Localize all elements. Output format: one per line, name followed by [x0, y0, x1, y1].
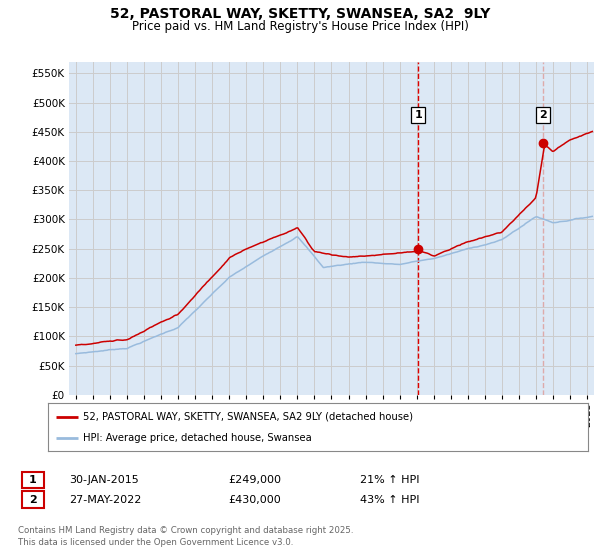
Text: 2: 2 — [539, 110, 547, 120]
Text: 30-JAN-2015: 30-JAN-2015 — [69, 475, 139, 485]
Text: 1: 1 — [29, 475, 37, 485]
Text: HPI: Average price, detached house, Swansea: HPI: Average price, detached house, Swan… — [83, 433, 312, 444]
Text: 52, PASTORAL WAY, SKETTY, SWANSEA, SA2  9LY: 52, PASTORAL WAY, SKETTY, SWANSEA, SA2 9… — [110, 7, 490, 21]
Text: 43% ↑ HPI: 43% ↑ HPI — [360, 494, 419, 505]
Text: Contains HM Land Registry data © Crown copyright and database right 2025.: Contains HM Land Registry data © Crown c… — [18, 526, 353, 535]
Text: 52, PASTORAL WAY, SKETTY, SWANSEA, SA2 9LY (detached house): 52, PASTORAL WAY, SKETTY, SWANSEA, SA2 9… — [83, 412, 413, 422]
Text: This data is licensed under the Open Government Licence v3.0.: This data is licensed under the Open Gov… — [18, 538, 293, 547]
Text: 21% ↑ HPI: 21% ↑ HPI — [360, 475, 419, 485]
Text: Price paid vs. HM Land Registry's House Price Index (HPI): Price paid vs. HM Land Registry's House … — [131, 20, 469, 32]
Text: £430,000: £430,000 — [228, 494, 281, 505]
Text: £249,000: £249,000 — [228, 475, 281, 485]
Text: 27-MAY-2022: 27-MAY-2022 — [69, 494, 142, 505]
Text: 2: 2 — [29, 494, 37, 505]
Text: 1: 1 — [414, 110, 422, 120]
